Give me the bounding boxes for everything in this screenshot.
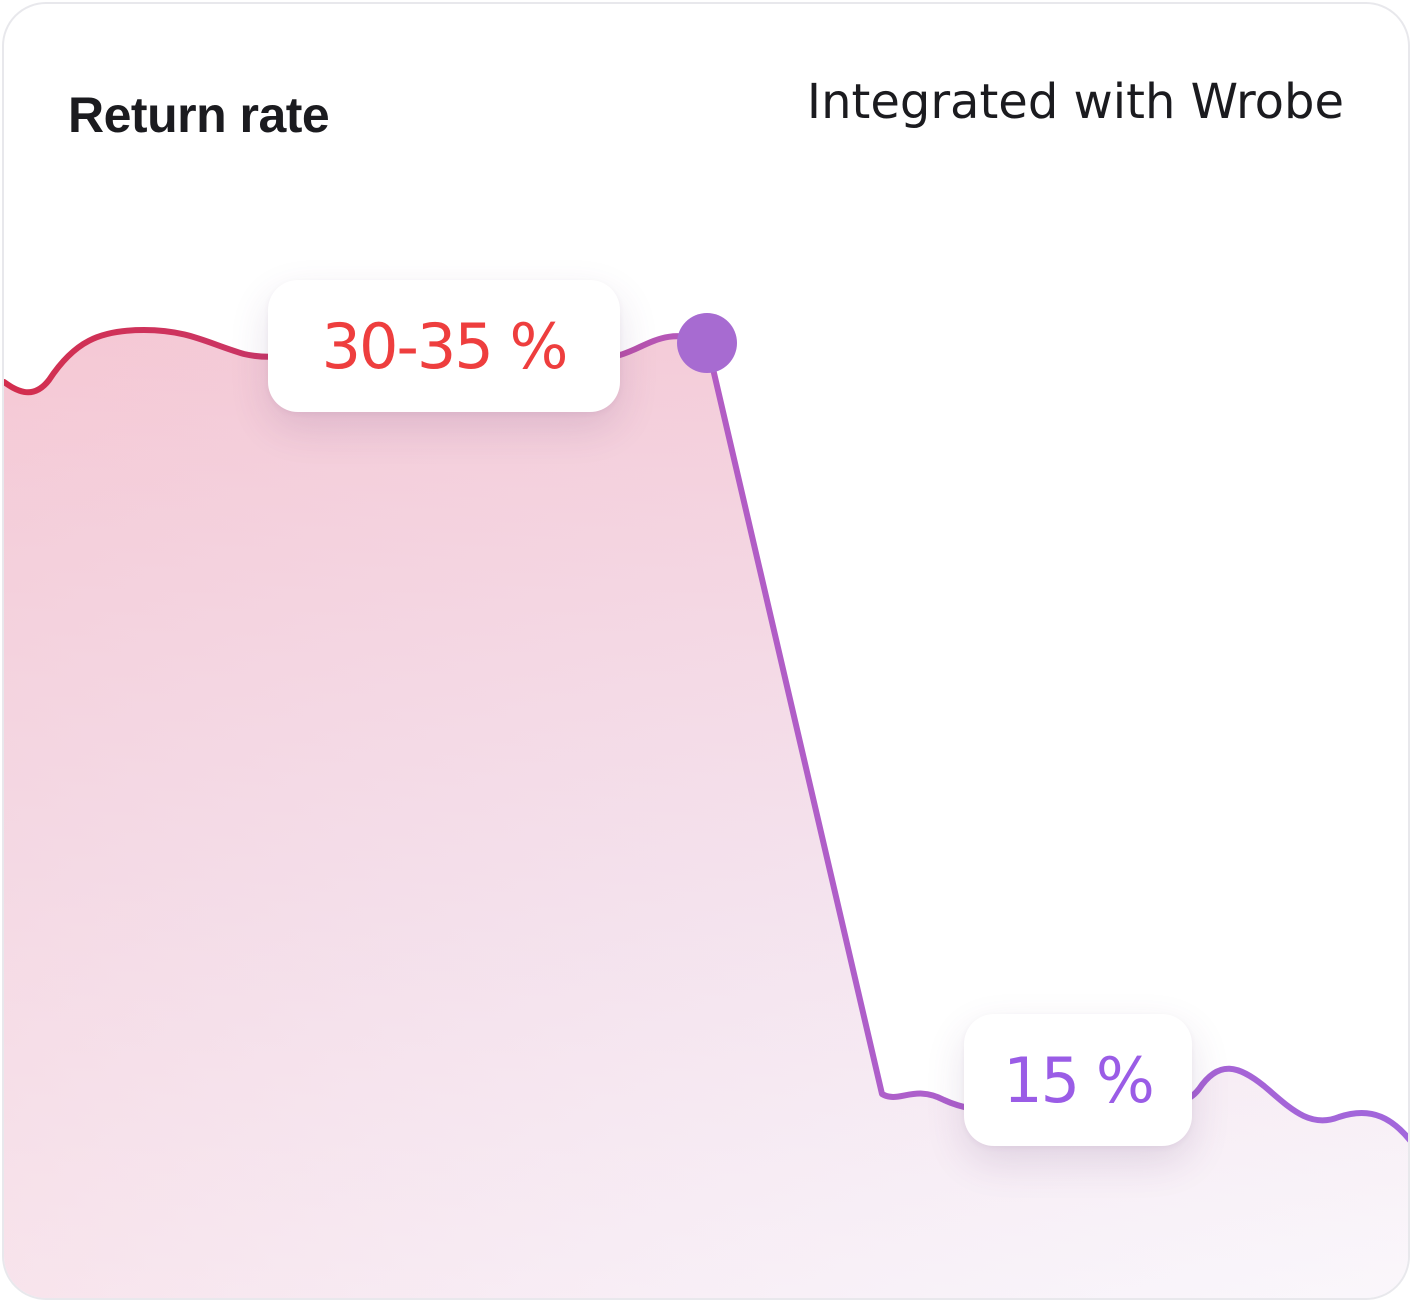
before-rate-badge: 30-35 % (268, 280, 620, 412)
after-rate-badge: 15 % (964, 1014, 1192, 1146)
area-fill-tint (4, 326, 1408, 1298)
before-rate-label: 30-35 % (321, 309, 569, 383)
after-rate-label: 15 % (1003, 1043, 1155, 1117)
return-rate-chart (4, 313, 1408, 1298)
chart-title: Return rate (68, 87, 330, 143)
chart-subtitle: Integrated with Wrobe (806, 74, 1344, 130)
peak-marker (677, 313, 737, 373)
series-line (4, 323, 1408, 1143)
